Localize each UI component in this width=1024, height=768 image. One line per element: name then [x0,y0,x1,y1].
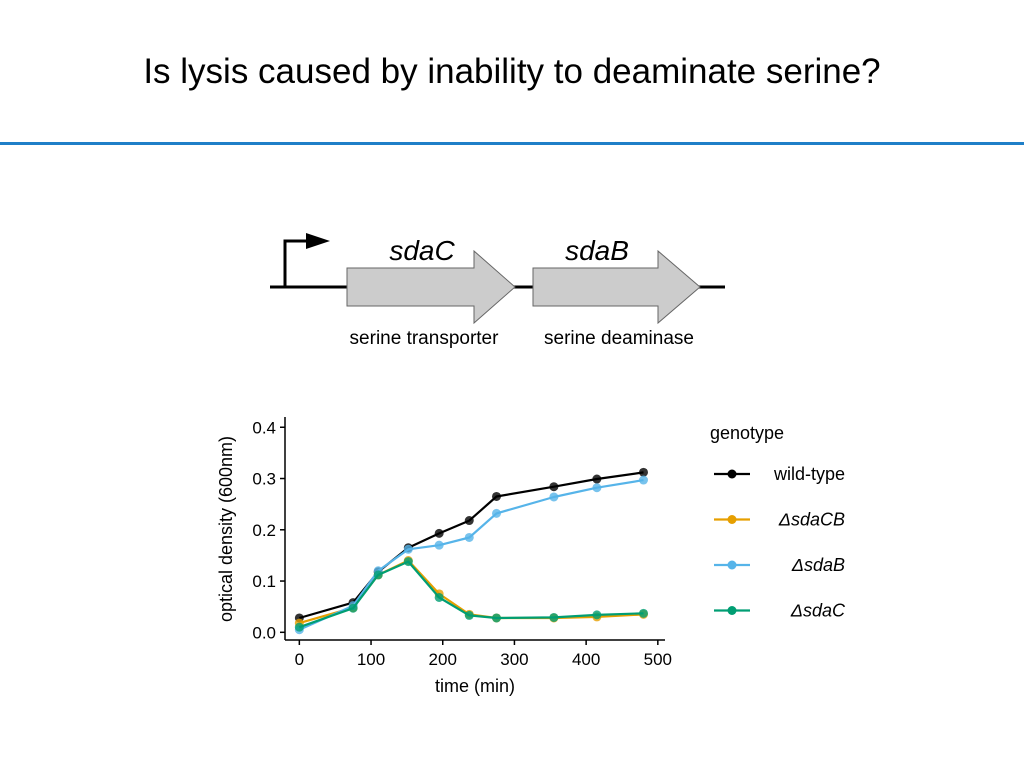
operon-diagram: sdaC sdaB serine transporter serine deam… [270,233,725,349]
series-line-sdac [298,560,644,629]
slide-title: Is lysis caused by inability to deaminat… [143,52,881,91]
gene-label-sdac: sdaC [389,235,455,266]
data-point-wildtype [592,474,602,484]
data-point-wildtype [492,491,502,501]
legend-label-sdacb: ΔsdaCB [778,510,845,530]
x-tick-label: 500 [644,650,672,669]
x-tick-label: 300 [500,650,528,669]
data-point-sdac [638,608,648,618]
y-tick-label: 0.4 [252,418,276,437]
legend-key-point-sdac [727,606,737,615]
data-point-sdab [464,532,474,542]
data-point-sdac [348,603,358,613]
data-point-wildtype [638,467,648,477]
gene-function-sdab: serine deaminase [544,328,694,349]
legend-key-point-sdacb [727,515,737,524]
title-divider [0,142,1024,145]
data-point-sdac [403,557,413,567]
data-point-sdab [492,508,502,518]
gene-function-sdac: serine transporter [350,328,500,349]
x-tick-label: 400 [572,650,600,669]
legend-key-point-sdab [727,560,737,570]
legend: wild-type ΔsdaCB ΔsdaB ΔsdaC [714,464,846,621]
y-tick-label: 0.0 [252,623,276,642]
data-point-sdab [638,475,648,485]
y-axis-title: optical density (600nm) [216,436,236,622]
legend-key-point-wildtype [727,469,737,479]
y-tick-label: 0.3 [252,470,276,489]
data-point-sdac [549,612,559,622]
legend-title: genotype [710,423,784,443]
data-point-sdab [434,540,444,550]
gene-label-sdab: sdaB [565,235,629,266]
y-tick-label: 0.2 [252,521,276,540]
data-point-sdab [592,483,602,493]
x-tick-label: 100 [357,650,385,669]
data-point-sdac [492,613,502,623]
data-point-sdac [434,592,444,602]
gene-arrow-sdab [532,249,701,325]
x-axis-title: time (min) [435,676,515,696]
data-point-wildtype [464,516,474,526]
gene-arrow-sdac [346,249,516,325]
x-tick-label: 200 [429,650,457,669]
data-point-sdac [294,622,304,632]
legend-label-sdac: ΔsdaC [790,601,846,621]
data-point-sdac [373,570,383,580]
y-tick-label: 0.1 [252,572,276,591]
series-line-sdab [298,479,644,631]
legend-label-wildtype: wild-type [773,464,845,484]
series-line-wildtype [298,471,644,620]
legend-label-sdab: ΔsdaB [791,555,845,575]
data-point-wildtype [549,482,559,492]
data-point-sdab [403,544,413,554]
data-point-sdab [549,492,559,502]
data-point-wildtype [434,528,444,538]
x-tick-label: 0 [295,650,304,669]
data-point-sdac [464,610,474,620]
promoter-arrow-icon [283,233,330,287]
data-point-sdac [592,610,602,620]
